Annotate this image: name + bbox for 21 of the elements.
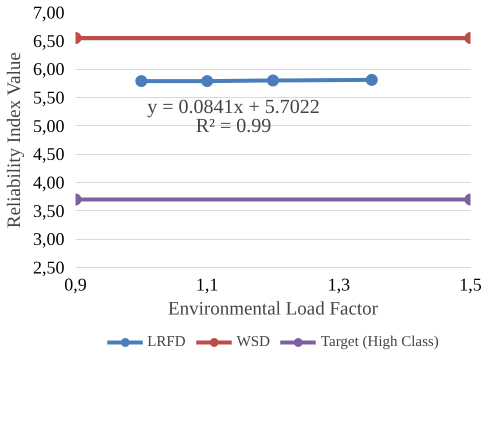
x-axis-title: Environmental Load Factor bbox=[168, 298, 379, 320]
y-tick-label: 6,00 bbox=[33, 59, 64, 80]
legend-label: LRFD bbox=[147, 334, 186, 350]
y-tick-label: 4,50 bbox=[33, 144, 64, 164]
legend-label: WSD bbox=[236, 334, 270, 350]
x-tick-label: 1,1 bbox=[196, 274, 218, 294]
x-tick-label: 0,9 bbox=[64, 274, 87, 294]
y-tick-label: 7,00 bbox=[33, 2, 64, 22]
y-tick-label: 3,50 bbox=[33, 200, 64, 221]
point bbox=[201, 75, 214, 88]
legend-label: Target (High Class) bbox=[320, 334, 439, 350]
point bbox=[267, 74, 279, 86]
y-tick-label: 5,50 bbox=[33, 88, 64, 108]
y-tick-label: 3,00 bbox=[33, 229, 64, 250]
y-axis-title: Reliability Index Value bbox=[4, 52, 25, 228]
x-tick-label: 1,3 bbox=[328, 274, 350, 294]
y-tick-label: 6,50 bbox=[33, 30, 64, 51]
x-tick-label: 1,5 bbox=[459, 274, 482, 294]
y-tick-label: 2,50 bbox=[33, 258, 64, 278]
y-tick-label: 4,00 bbox=[33, 172, 64, 192]
y-tick-label: 5,00 bbox=[33, 116, 64, 136]
